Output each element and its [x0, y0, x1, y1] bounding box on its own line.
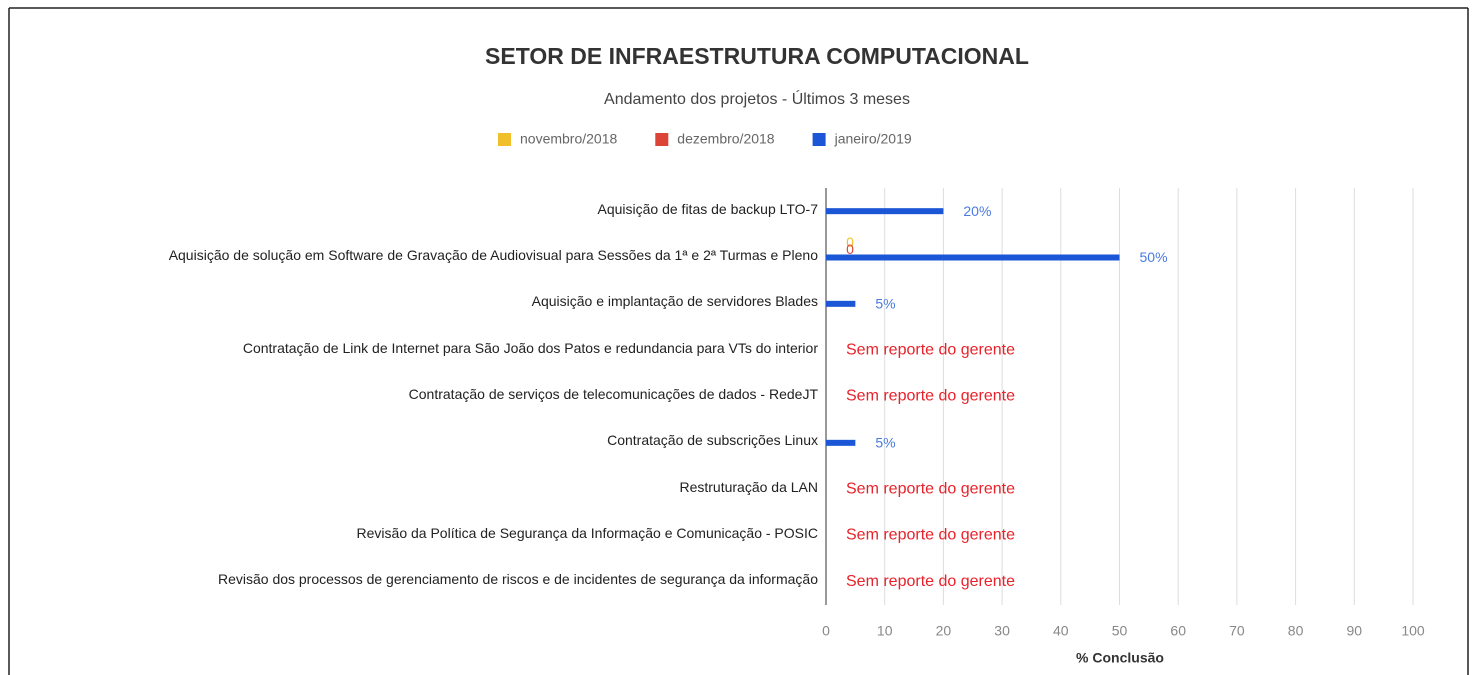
- data-label: 20%: [963, 203, 991, 219]
- bar: [826, 208, 944, 215]
- x-tick-label: 30: [994, 623, 1010, 639]
- category-label-box: Revisão dos processos de gerenciamento d…: [217, 571, 818, 588]
- data-label: 5%: [875, 296, 895, 312]
- x-tick-label: 50: [1112, 623, 1128, 639]
- y-tick-label: Aquisição de solução em Software de Grav…: [168, 246, 818, 263]
- bar: [826, 254, 1120, 261]
- y-tick-label: Contratação de serviços de telecomunicaç…: [408, 385, 818, 402]
- category-label-box: Contratação de Link de Internet para São…: [242, 339, 818, 356]
- legend-swatch: [655, 133, 669, 146]
- x-tick-label: 70: [1229, 623, 1245, 639]
- y-tick-label: Aquisição e implantação de servidores Bl…: [531, 293, 818, 310]
- category-label-box: Aquisição de fitas de backup LTO-7: [597, 200, 819, 217]
- y-tick-label: Revisão da Política de Segurança da Info…: [356, 524, 818, 541]
- legend-label: janeiro/2019: [834, 131, 912, 147]
- category-label-box: Revisão da Política de Segurança da Info…: [356, 524, 818, 541]
- x-axis-title: % Conclusão: [1076, 650, 1164, 666]
- bar: [826, 300, 856, 307]
- x-tick-label: 80: [1288, 623, 1304, 639]
- x-tick-label: 10: [877, 623, 893, 639]
- y-tick-label: Contratação de subscrições Linux: [607, 432, 818, 449]
- chart-subtitle: Andamento dos projetos - Últimos 3 meses: [604, 89, 910, 108]
- legend-swatch: [812, 133, 826, 146]
- data-label: 0: [846, 234, 854, 250]
- y-tick-label: Aquisição de fitas de backup LTO-7: [597, 200, 819, 217]
- x-tick-label: 20: [936, 623, 952, 639]
- chart-title: SETOR DE INFRAESTRUTURA COMPUTACIONAL: [485, 43, 1029, 69]
- annotation: Sem reporte do gerente: [846, 388, 1015, 405]
- category-label-box: Contratação de subscrições Linux: [607, 432, 818, 449]
- category-label-box: Aquisição de solução em Software de Grav…: [168, 246, 818, 263]
- category-label-box: Aquisição e implantação de servidores Bl…: [531, 293, 818, 310]
- bar: [826, 439, 856, 446]
- annotation: Sem reporte do gerente: [846, 480, 1015, 497]
- category-label-box: Restruturação da LAN: [679, 478, 818, 495]
- x-tick-label: 100: [1401, 623, 1425, 639]
- legend-label: novembro/2018: [520, 131, 618, 147]
- annotation: Sem reporte do gerente: [846, 573, 1015, 590]
- category-label-box: Contratação de serviços de telecomunicaç…: [408, 385, 818, 402]
- data-label: 0: [846, 241, 854, 257]
- x-tick-label: 60: [1170, 623, 1186, 639]
- legend-swatch: [498, 133, 511, 146]
- y-tick-label: Restruturação da LAN: [679, 478, 818, 495]
- x-tick-label: 0: [822, 623, 830, 639]
- annotation: Sem reporte do gerente: [846, 527, 1015, 544]
- legend-label: dezembro/2018: [677, 131, 775, 147]
- x-tick-label: 40: [1053, 623, 1069, 639]
- x-tick-label: 90: [1347, 623, 1363, 639]
- annotation: Sem reporte do gerente: [846, 341, 1015, 358]
- data-label: 5%: [875, 435, 895, 451]
- y-tick-label: Contratação de Link de Internet para São…: [242, 339, 818, 356]
- data-label: 50%: [1140, 249, 1168, 265]
- y-tick-label: Revisão dos processos de gerenciamento d…: [217, 571, 818, 588]
